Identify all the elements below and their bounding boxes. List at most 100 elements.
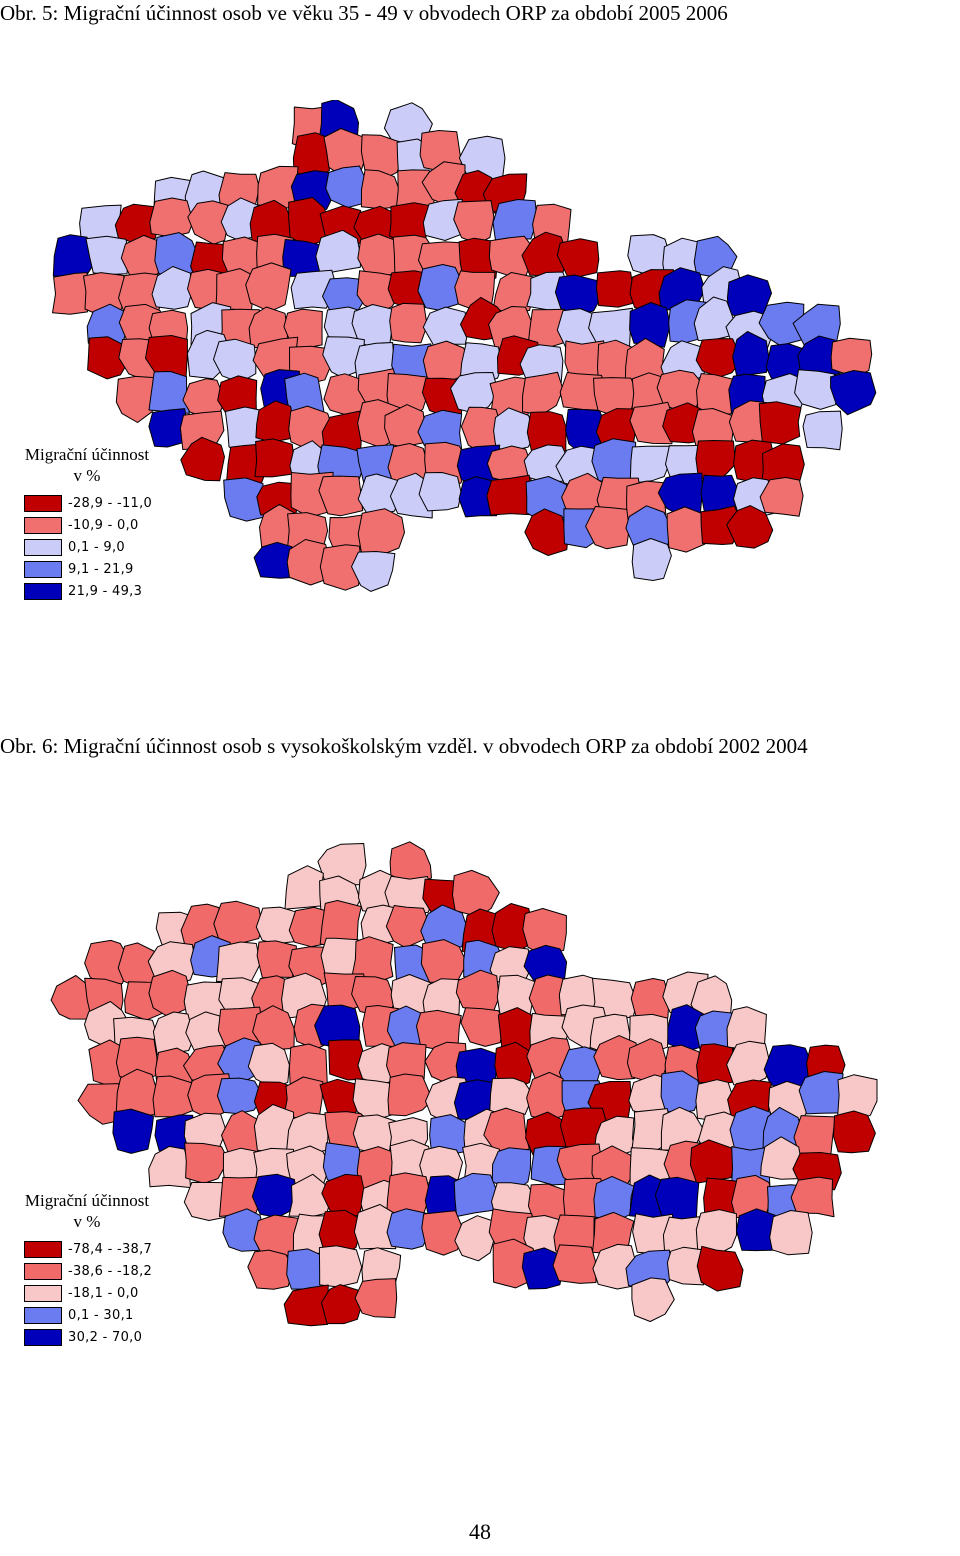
map-region	[802, 410, 843, 451]
legend-label: -78,4 - -38,7	[68, 1241, 153, 1257]
legend-label: 0,1 - 9,0	[68, 539, 126, 555]
map-region	[319, 900, 362, 948]
map-region	[148, 371, 190, 414]
map-region	[387, 1073, 434, 1117]
map-region	[526, 411, 567, 452]
map-region	[120, 234, 165, 278]
map-region	[115, 375, 160, 423]
map-region	[793, 1115, 836, 1159]
map-region	[52, 272, 93, 315]
map-region	[386, 1208, 434, 1250]
map-region	[318, 1209, 361, 1256]
map-region	[114, 203, 158, 245]
legend-item: -18,1 - 0,0	[16, 1282, 158, 1304]
map-region	[460, 1007, 506, 1047]
map-region	[489, 1077, 534, 1115]
map-region	[455, 969, 500, 1015]
legend-figure-5: Migrační účinnost v % -28,9 - -11,0 -10,…	[16, 444, 158, 602]
map-region	[115, 1068, 159, 1117]
map-region	[245, 262, 292, 313]
legend-label: 9,1 - 21,9	[68, 561, 134, 577]
legend-item: 0,1 - 30,1	[16, 1304, 158, 1326]
legend-item: -38,6 - -18,2	[16, 1260, 158, 1282]
map-region	[85, 235, 129, 275]
map-region	[254, 438, 294, 478]
map-region	[629, 445, 671, 484]
map-region	[284, 865, 325, 910]
legend-label: -28,9 - -11,0	[68, 495, 153, 511]
legend-swatch	[24, 582, 62, 600]
map-region	[421, 1210, 466, 1256]
map-region	[216, 1077, 265, 1115]
map-region	[318, 1245, 363, 1288]
map-region	[726, 1040, 771, 1086]
map-region	[666, 1246, 705, 1286]
map-region	[180, 436, 225, 482]
legend-label: -18,1 - 0,0	[68, 1285, 139, 1301]
map-figure-6-migration-university	[50, 841, 878, 1327]
map-region	[184, 1142, 229, 1184]
legend-swatch	[24, 494, 62, 512]
map-region	[319, 544, 363, 591]
map-region	[524, 508, 569, 556]
map-region	[696, 1245, 744, 1292]
map-region	[452, 869, 500, 918]
map-region	[353, 1204, 397, 1250]
map-region	[726, 505, 774, 549]
map-region	[354, 1278, 398, 1319]
map-region	[830, 337, 873, 378]
map-region	[351, 936, 394, 984]
legend-item: -10,9 - 0,0	[16, 514, 158, 536]
legend-title-line-1: Migrační účinnost	[24, 445, 150, 464]
map-region	[769, 1210, 813, 1256]
legend-label: -10,9 - 0,0	[68, 517, 139, 533]
legend-item: 0,1 - 9,0	[16, 536, 158, 558]
legend-label: 21,9 - 49,3	[68, 583, 143, 599]
legend-item: -28,9 - -11,0	[16, 492, 158, 514]
map-region	[654, 1176, 700, 1222]
legend-label: 0,1 - 30,1	[68, 1307, 134, 1323]
legend-title-line-1: Migrační účinnost	[24, 1191, 150, 1210]
map-region	[360, 169, 400, 210]
map-region	[148, 1145, 192, 1189]
legend-title: Migrační účinnost v %	[16, 444, 158, 486]
map-region	[493, 407, 536, 452]
map-region	[759, 477, 804, 517]
map-region	[798, 1071, 844, 1115]
legend-item: 21,9 - 49,3	[16, 580, 158, 602]
legend-swatch	[24, 1306, 62, 1324]
map-region	[695, 1209, 737, 1257]
map-region	[695, 440, 737, 484]
map-region	[216, 941, 261, 983]
map-region	[552, 1244, 597, 1284]
legend-title-line-2: v %	[73, 1212, 101, 1231]
map-region	[629, 302, 671, 348]
legend-swatch	[24, 560, 62, 578]
legend-swatch	[24, 1284, 62, 1302]
legend-item: 9,1 - 21,9	[16, 558, 158, 580]
map-region	[585, 506, 630, 550]
map-region	[84, 939, 131, 989]
map-region	[556, 238, 600, 278]
map-region	[320, 1284, 363, 1325]
map-region	[213, 900, 263, 946]
map-region	[247, 1042, 290, 1089]
map-region	[389, 841, 432, 889]
map-region	[283, 1284, 329, 1327]
map-region	[522, 908, 567, 956]
legend-item: -78,4 - -38,7	[16, 1238, 158, 1260]
map-region	[483, 1107, 530, 1158]
map-region	[112, 1108, 154, 1154]
map-region	[247, 1249, 295, 1290]
map-region	[631, 1277, 675, 1322]
map-region	[833, 1110, 876, 1154]
map-region	[422, 306, 469, 348]
map-region	[52, 234, 97, 277]
map-region	[219, 1176, 263, 1217]
legend-swatch	[24, 1240, 62, 1258]
map-region	[149, 197, 194, 238]
map-region	[790, 1176, 835, 1218]
map-region	[660, 1070, 704, 1115]
map-region	[453, 200, 495, 245]
map-region	[629, 401, 675, 445]
